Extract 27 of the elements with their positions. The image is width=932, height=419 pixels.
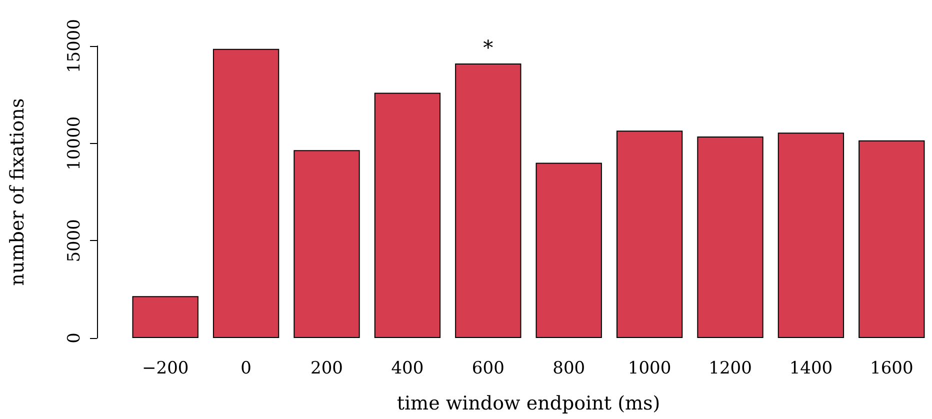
bar <box>536 162 602 338</box>
y-tick-label: 15000 <box>64 18 84 74</box>
x-tick-label: 800 <box>552 358 586 378</box>
x-tick-label: −200 <box>142 358 189 378</box>
bar <box>697 136 764 338</box>
bar <box>455 64 522 338</box>
bar <box>858 140 925 338</box>
bar <box>778 132 844 338</box>
bar <box>616 130 683 338</box>
x-tick-label: 1400 <box>789 358 833 378</box>
y-tick-label: 0 <box>64 332 84 344</box>
x-tick-label: 1200 <box>708 358 752 378</box>
x-tick-label: 400 <box>391 358 424 378</box>
bar <box>294 150 360 338</box>
bar <box>212 48 280 338</box>
x-tick-label: 1600 <box>870 358 914 378</box>
y-tick-label: 5000 <box>64 219 84 262</box>
x-tick-label: 200 <box>310 358 343 378</box>
x-tick-label: 0 <box>240 358 252 378</box>
y-tick-label: 10000 <box>64 116 84 170</box>
y-axis-title: number of fixations <box>6 98 28 286</box>
bar <box>374 92 441 338</box>
bar <box>132 296 198 338</box>
x-axis-title: time window endpoint (ms) <box>396 392 660 414</box>
x-tick-label: 600 <box>472 358 504 378</box>
x-tick-label: 1000 <box>628 358 672 378</box>
annotation: * <box>483 36 494 60</box>
